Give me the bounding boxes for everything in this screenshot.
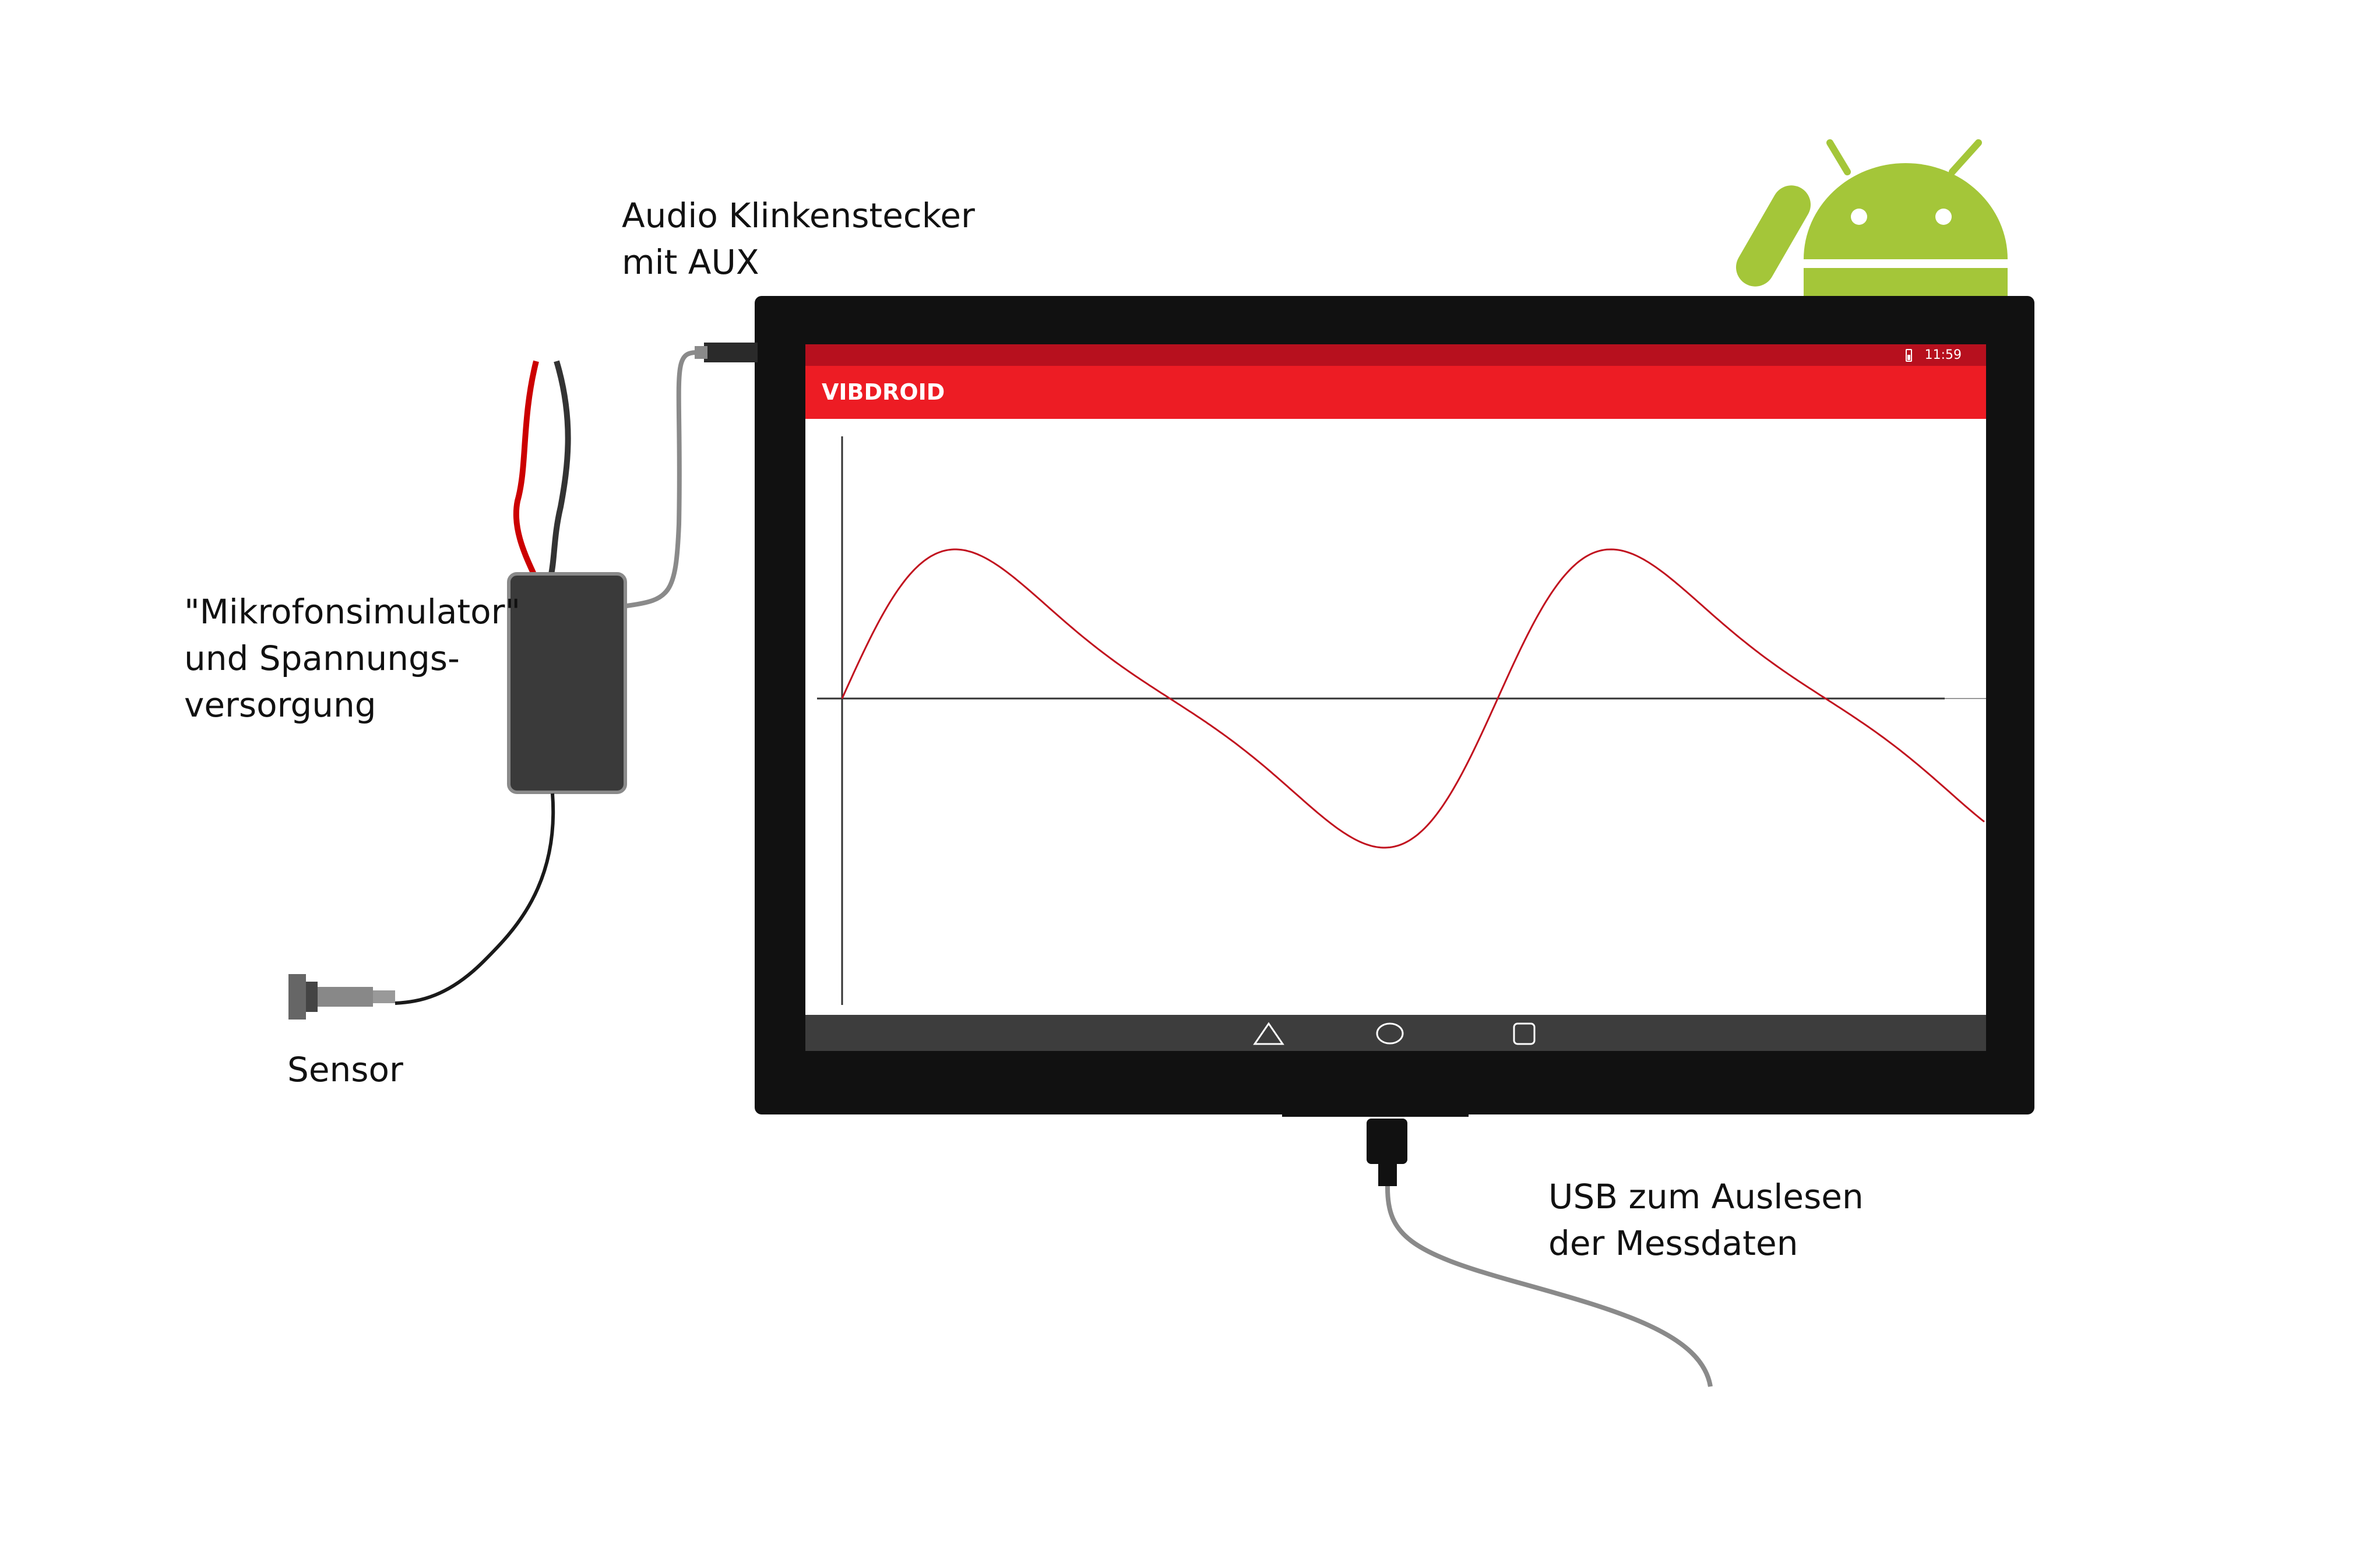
signal-waveform — [841, 548, 1985, 849]
label-sensor: Sensor — [287, 1046, 403, 1093]
status-time: 11:59 — [1924, 348, 1962, 362]
usb-port — [1282, 1110, 1469, 1117]
sensor-cable — [395, 793, 555, 1005]
label-mic-line2: und Spannungs- — [184, 639, 460, 678]
label-audio-line1: Audio Klinkenstecker — [622, 196, 975, 235]
label-mic-line1: "Mikrofonsimulator" — [184, 592, 521, 632]
label-usb: USB zum Auslesen der Messdaten — [1548, 1173, 1864, 1267]
label-usb-line2: der Messdaten — [1548, 1223, 1798, 1263]
app-bar: VIBDROID — [805, 366, 1986, 419]
usb-plug — [1367, 1119, 1407, 1164]
tablet-screen: 11:59 VIBDROID — [805, 344, 1986, 1051]
battery-icon — [1905, 348, 1912, 362]
wire-black — [548, 360, 571, 578]
sensor-icon — [288, 974, 395, 1020]
label-usb-line1: USB zum Auslesen — [1548, 1177, 1864, 1216]
home-circle-icon[interactable] — [1376, 1022, 1404, 1045]
audio-jack-plug — [704, 343, 758, 362]
label-sensor-text: Sensor — [287, 1050, 403, 1089]
app-title: VIBDROID — [822, 379, 945, 405]
signal-plot — [817, 436, 1986, 1005]
wire-red — [513, 360, 539, 578]
label-audio-jack: Audio Klinkenstecker mit AUX — [622, 192, 975, 285]
label-audio-line2: mit AUX — [622, 242, 759, 282]
label-mic-simulator: "Mikrofonsimulator" und Spannungs- verso… — [184, 588, 520, 728]
back-triangle-icon[interactable] — [1253, 1022, 1284, 1045]
mic-simulator-box — [507, 572, 627, 794]
label-mic-line3: versorgung — [184, 685, 376, 725]
nav-bar — [805, 1015, 1986, 1051]
audio-cable — [626, 350, 697, 608]
status-bar: 11:59 — [805, 344, 1986, 366]
recents-square-icon[interactable] — [1513, 1022, 1536, 1045]
usb-cable — [1385, 1186, 1713, 1387]
